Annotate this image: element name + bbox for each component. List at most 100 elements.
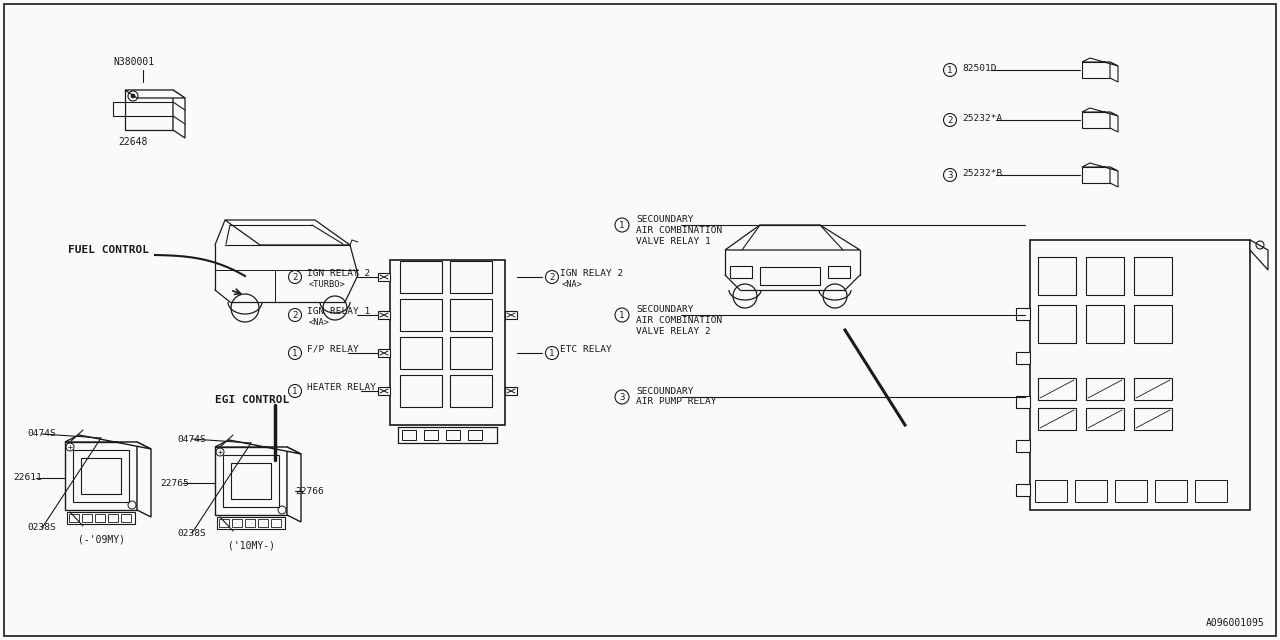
Polygon shape <box>65 442 137 510</box>
Text: <NA>: <NA> <box>308 317 330 326</box>
Text: 1: 1 <box>620 310 625 319</box>
Text: IGN RELAY 2: IGN RELAY 2 <box>561 269 623 278</box>
Polygon shape <box>1110 112 1117 132</box>
Bar <box>451 261 492 293</box>
Bar <box>401 337 442 369</box>
Bar <box>69 514 79 522</box>
Text: A096001095: A096001095 <box>1206 618 1265 628</box>
Bar <box>398 427 497 443</box>
Text: 1: 1 <box>549 349 554 358</box>
Text: 0238S: 0238S <box>177 529 206 538</box>
Polygon shape <box>218 517 285 529</box>
Bar <box>82 514 92 522</box>
Polygon shape <box>724 225 860 250</box>
Bar <box>445 430 460 440</box>
Bar <box>451 299 492 331</box>
Text: 22611: 22611 <box>13 474 42 483</box>
Polygon shape <box>1016 352 1030 364</box>
Bar <box>1196 480 1228 502</box>
Polygon shape <box>230 463 271 499</box>
Text: HEATER RELAY: HEATER RELAY <box>307 383 376 392</box>
Text: 3: 3 <box>620 392 625 401</box>
Bar <box>730 266 753 278</box>
Polygon shape <box>378 311 390 319</box>
Bar <box>1085 408 1124 430</box>
Text: FUEL CONTROL: FUEL CONTROL <box>68 245 148 255</box>
Bar <box>271 519 282 527</box>
Bar <box>232 519 242 527</box>
Text: 22765: 22765 <box>160 479 188 488</box>
Polygon shape <box>378 273 390 281</box>
Text: 0474S: 0474S <box>27 429 56 438</box>
Bar <box>1134 408 1172 430</box>
Bar <box>1038 408 1076 430</box>
Text: 2: 2 <box>292 310 298 319</box>
Polygon shape <box>215 440 301 454</box>
Text: 82501D: 82501D <box>963 63 997 72</box>
Polygon shape <box>223 455 279 507</box>
Polygon shape <box>1030 240 1251 510</box>
Polygon shape <box>1082 112 1110 128</box>
Bar <box>1075 480 1107 502</box>
Text: 2: 2 <box>947 115 952 125</box>
Text: 1: 1 <box>292 349 298 358</box>
Text: F/P RELAY: F/P RELAY <box>307 344 358 353</box>
Bar <box>122 514 131 522</box>
Text: IGN RELAY 2: IGN RELAY 2 <box>307 269 370 278</box>
Polygon shape <box>1082 62 1110 78</box>
Polygon shape <box>67 512 134 524</box>
Bar <box>95 514 105 522</box>
Polygon shape <box>73 450 129 502</box>
Polygon shape <box>1082 167 1110 183</box>
Text: 1: 1 <box>620 221 625 230</box>
Polygon shape <box>506 311 517 319</box>
Polygon shape <box>1082 108 1117 116</box>
Polygon shape <box>173 90 186 138</box>
Text: N380001: N380001 <box>113 57 154 67</box>
Polygon shape <box>81 458 122 494</box>
Bar <box>468 430 483 440</box>
Polygon shape <box>1110 62 1117 82</box>
Text: 22648: 22648 <box>118 137 147 147</box>
Bar <box>1036 480 1068 502</box>
Polygon shape <box>113 102 125 116</box>
Bar <box>402 430 416 440</box>
Bar <box>219 519 229 527</box>
Polygon shape <box>268 460 282 475</box>
Bar <box>828 266 850 278</box>
Bar <box>451 375 492 407</box>
Text: ('10MY-): ('10MY-) <box>228 540 274 550</box>
Polygon shape <box>1016 308 1030 320</box>
Text: 2: 2 <box>549 273 554 282</box>
Text: 22766: 22766 <box>294 486 324 495</box>
Text: SECOUNDARY: SECOUNDARY <box>636 214 694 223</box>
Text: 1: 1 <box>292 387 298 396</box>
Polygon shape <box>137 442 151 517</box>
Bar <box>108 514 118 522</box>
Bar <box>1038 378 1076 400</box>
Text: VALVE RELAY 2: VALVE RELAY 2 <box>636 326 710 335</box>
Polygon shape <box>1082 163 1117 171</box>
Bar <box>760 267 820 285</box>
Bar <box>401 375 442 407</box>
Text: VALVE RELAY 1: VALVE RELAY 1 <box>636 237 710 246</box>
Text: 0238S: 0238S <box>27 524 56 532</box>
Text: 25232*B: 25232*B <box>963 168 1002 177</box>
Polygon shape <box>1251 240 1268 270</box>
Polygon shape <box>125 90 173 130</box>
Text: AIR COMBINATION: AIR COMBINATION <box>636 225 722 234</box>
Polygon shape <box>1110 167 1117 187</box>
Polygon shape <box>506 387 517 395</box>
Text: AIR COMBINATION: AIR COMBINATION <box>636 316 722 324</box>
Text: 1: 1 <box>947 65 952 74</box>
Bar <box>1134 378 1172 400</box>
Bar <box>244 519 255 527</box>
Bar <box>424 430 438 440</box>
Text: EGI CONTROL: EGI CONTROL <box>215 395 289 405</box>
Text: (-'09MY): (-'09MY) <box>78 535 124 545</box>
Polygon shape <box>1016 396 1030 408</box>
Polygon shape <box>65 435 151 449</box>
Polygon shape <box>287 447 301 522</box>
Text: SECOUNDARY: SECOUNDARY <box>636 305 694 314</box>
Text: 25232*A: 25232*A <box>963 113 1002 122</box>
